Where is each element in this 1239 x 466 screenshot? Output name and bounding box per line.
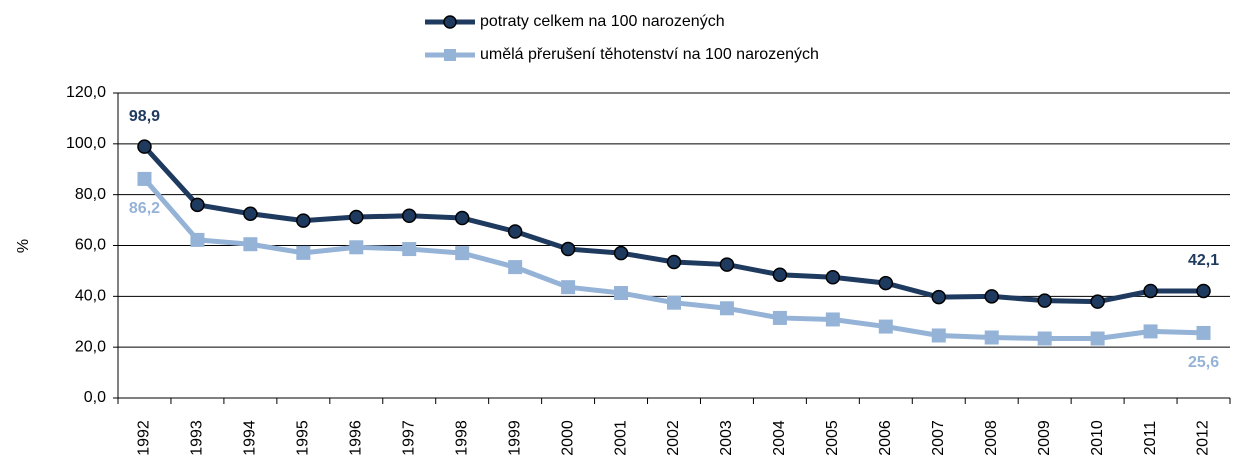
x-tick-label: 1999: [506, 420, 523, 456]
legend-marker: [444, 49, 456, 61]
x-tick-label: 2001: [612, 420, 629, 456]
point: [507, 224, 523, 239]
point: [614, 286, 629, 301]
value-label: 42,1: [1188, 252, 1219, 269]
value-label: 98,9: [129, 108, 160, 125]
y-tick-label: 20,0: [75, 338, 106, 355]
point: [190, 197, 205, 213]
point: [1196, 325, 1211, 340]
point: [296, 245, 311, 260]
point: [454, 210, 470, 226]
point: [666, 254, 682, 270]
x-tick-label: 2010: [1089, 420, 1106, 456]
x-tick-label: 1992: [136, 420, 153, 456]
point: [931, 328, 946, 343]
point: [931, 289, 947, 305]
point: [455, 246, 470, 261]
point: [667, 295, 681, 310]
x-tick-label: 1993: [189, 420, 206, 456]
x-tick-label: 2002: [665, 420, 682, 456]
point: [401, 208, 417, 224]
x-tick-label: 2009: [1036, 420, 1053, 456]
y-tick-label: 80,0: [75, 186, 106, 203]
x-tick-label: 2008: [983, 420, 1000, 456]
y-tick-label: 120,0: [66, 84, 106, 101]
x-tick-label: 1994: [242, 420, 259, 456]
x-tick-label: 2006: [877, 420, 894, 456]
x-tick-label: 1996: [348, 420, 365, 456]
y-tick-label: 40,0: [75, 288, 106, 305]
point: [984, 289, 999, 304]
legend-label: potraty celkem na 100 narozených: [480, 13, 725, 30]
x-tick-label: 2011: [1142, 421, 1159, 456]
y-axis-label: %: [15, 239, 32, 253]
x-tick-label: 1998: [453, 420, 470, 456]
point: [1143, 283, 1158, 299]
x-tick-label: 2007: [930, 420, 947, 456]
x-tick-label: 2003: [718, 420, 735, 456]
point: [772, 310, 787, 325]
y-tick-label: 0,0: [84, 389, 106, 406]
point: [560, 241, 576, 257]
point: [878, 319, 893, 334]
x-tick-label: 2004: [771, 420, 788, 456]
y-tick-label: 60,0: [75, 237, 106, 254]
point: [719, 257, 735, 272]
point: [1090, 294, 1105, 309]
point: [772, 267, 788, 282]
x-tick-label: 1997: [400, 420, 417, 456]
point: [190, 232, 205, 247]
point: [1143, 324, 1158, 339]
x-tick-label: 1995: [295, 420, 312, 456]
point: [1037, 293, 1052, 308]
value-label: 86,2: [129, 200, 160, 217]
point: [243, 206, 258, 221]
point: [719, 301, 734, 316]
point: [825, 270, 841, 285]
point: [825, 312, 840, 327]
point: [1196, 283, 1211, 299]
legend-marker: [443, 15, 457, 29]
point: [137, 139, 152, 154]
y-tick-label: 100,0: [66, 135, 106, 152]
point: [1090, 331, 1105, 346]
value-label: 25,6: [1188, 354, 1219, 371]
point: [349, 209, 364, 225]
point: [508, 260, 523, 275]
point: [613, 245, 629, 261]
point: [1037, 331, 1052, 346]
point: [349, 240, 364, 255]
point: [878, 275, 894, 291]
point: [243, 237, 258, 252]
x-tick-label: 2005: [824, 420, 841, 456]
point: [402, 242, 417, 257]
x-tick-label: 2012: [1195, 420, 1212, 456]
x-tick-label: 2000: [559, 420, 576, 456]
point: [296, 213, 311, 228]
point: [561, 280, 576, 295]
legend-label: umělá přerušení těhotenství na 100 naroz…: [480, 46, 819, 63]
point: [984, 330, 999, 345]
point: [137, 171, 152, 186]
